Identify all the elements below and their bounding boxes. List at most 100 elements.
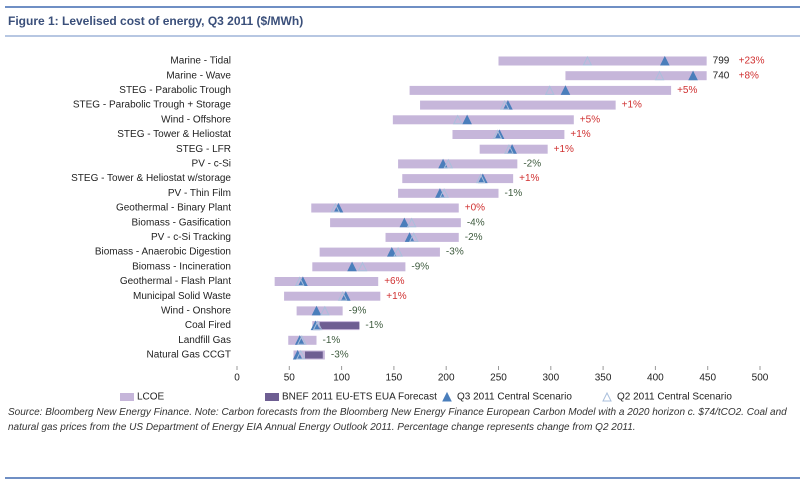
- category-label: Marine - Tidal: [170, 56, 231, 67]
- scenario-marker: [311, 305, 322, 316]
- range-bar: [398, 159, 518, 169]
- range-bar: [392, 115, 574, 125]
- change-label: +5%: [677, 85, 697, 96]
- legend-swatch: [265, 393, 279, 401]
- range-bar: [296, 306, 343, 316]
- scenario-marker: [294, 276, 305, 286]
- chart-title: Figure 1: Levelised cost of energy, Q3 2…: [8, 14, 303, 28]
- category-label: Biomass - Anaerobic Digestion: [95, 247, 231, 258]
- range-bar: [452, 130, 565, 139]
- category-label: STEG - Tower & Heliostat w/storage: [71, 173, 231, 184]
- range-bar: [312, 262, 406, 272]
- scenario-marker: [399, 217, 410, 228]
- category-label: Natural Gas CCGT: [147, 350, 231, 361]
- range-bar: [498, 56, 707, 66]
- scenario-marker: [312, 320, 323, 331]
- scenario-marker: [462, 114, 472, 125]
- scenario-marker: [406, 217, 417, 228]
- legend-label: LCOE: [137, 392, 165, 403]
- category-label: PV - c-Si: [192, 159, 231, 170]
- range-bar: [565, 71, 707, 81]
- category-label: Wind - Onshore: [161, 306, 231, 317]
- end-label: 740: [713, 70, 730, 81]
- legend-label: BNEF 2011 EU-ETS EUA Forecast: [282, 392, 437, 403]
- category-label: Biomass - Gasification: [132, 217, 231, 228]
- scenario-marker: [408, 232, 419, 242]
- scenario-marker: [688, 70, 698, 81]
- x-tick-label: 500: [752, 373, 769, 384]
- x-tick-label: 450: [699, 373, 716, 384]
- scenario-marker: [492, 129, 503, 139]
- change-label: +5%: [580, 114, 600, 125]
- category-label: Marine - Wave: [166, 70, 231, 81]
- scenario-marker: [295, 349, 306, 360]
- category-label: Geothermal - Binary Plant: [116, 203, 231, 214]
- scenario-marker: [439, 188, 449, 198]
- change-label: -3%: [331, 350, 349, 361]
- scenario-marker: [297, 335, 307, 345]
- range-bar: [319, 247, 440, 257]
- range-bar: [398, 188, 499, 198]
- x-tick-label: 100: [333, 373, 350, 384]
- source-note: Source: Bloomberg New Energy Finance. No…: [8, 407, 787, 433]
- scenario-marker: [357, 261, 368, 272]
- range-bar: [311, 203, 459, 213]
- scenario-marker: [347, 261, 357, 272]
- change-label: +6%: [384, 276, 404, 287]
- scenario-marker: [499, 99, 510, 110]
- category-label: STEG - Parabolic Trough + Storage: [73, 100, 232, 111]
- change-label: -4%: [467, 217, 485, 228]
- scenario-marker: [330, 202, 341, 213]
- legend-label: Q2 2011 Central Scenario: [617, 392, 732, 403]
- range-bar: [330, 218, 461, 228]
- x-tick-label: 200: [438, 373, 455, 384]
- change-label: +1%: [570, 129, 590, 140]
- scenario-marker: [660, 55, 670, 66]
- x-tick-label: 300: [542, 373, 559, 384]
- change-label: -9%: [411, 261, 429, 272]
- scenario-marker: [452, 114, 463, 125]
- range-bar: [420, 100, 616, 110]
- legend-label: Q3 2011 Central Scenario: [457, 392, 572, 403]
- legend-swatch: [120, 393, 134, 401]
- change-label: +1%: [519, 173, 539, 184]
- category-label: STEG - LFR: [176, 144, 231, 155]
- category-label: Geothermal - Flash Plant: [120, 276, 231, 287]
- scenario-marker: [337, 291, 348, 301]
- scenario-marker: [544, 85, 555, 95]
- category-label: STEG - Tower & Heliostat: [117, 129, 231, 140]
- category-label: STEG - Parabolic Trough: [119, 85, 231, 96]
- scenario-marker: [504, 144, 514, 154]
- x-tick-label: 0: [234, 373, 240, 384]
- legend-swatch: [442, 391, 452, 402]
- change-label: -9%: [349, 306, 367, 317]
- x-tick-label: 50: [284, 373, 296, 384]
- x-tick-label: 400: [647, 373, 664, 384]
- change-label: -1%: [505, 188, 523, 199]
- category-label: PV - Thin Film: [168, 188, 231, 199]
- x-tick-label: 150: [386, 373, 403, 384]
- range-bar: [319, 322, 360, 330]
- change-label: -1%: [322, 335, 340, 346]
- change-label: +0%: [465, 203, 485, 214]
- scenario-marker: [475, 173, 486, 184]
- x-tick-label: 250: [490, 373, 507, 384]
- range-bar: [409, 85, 672, 95]
- scenario-marker: [654, 70, 665, 81]
- change-label: -3%: [446, 247, 464, 258]
- change-label: +1%: [622, 100, 642, 111]
- category-label: Municipal Solid Waste: [133, 291, 231, 302]
- change-label: +1%: [386, 291, 406, 302]
- change-label: +8%: [739, 70, 759, 81]
- change-label: +23%: [739, 56, 765, 67]
- x-tick-label: 350: [595, 373, 612, 384]
- scenario-marker: [393, 246, 403, 257]
- scenario-marker: [320, 305, 330, 316]
- range-bar: [274, 277, 379, 286]
- scenario-marker: [560, 85, 571, 95]
- range-bar: [385, 232, 459, 242]
- range-bar: [304, 351, 323, 359]
- range-bar: [288, 335, 317, 345]
